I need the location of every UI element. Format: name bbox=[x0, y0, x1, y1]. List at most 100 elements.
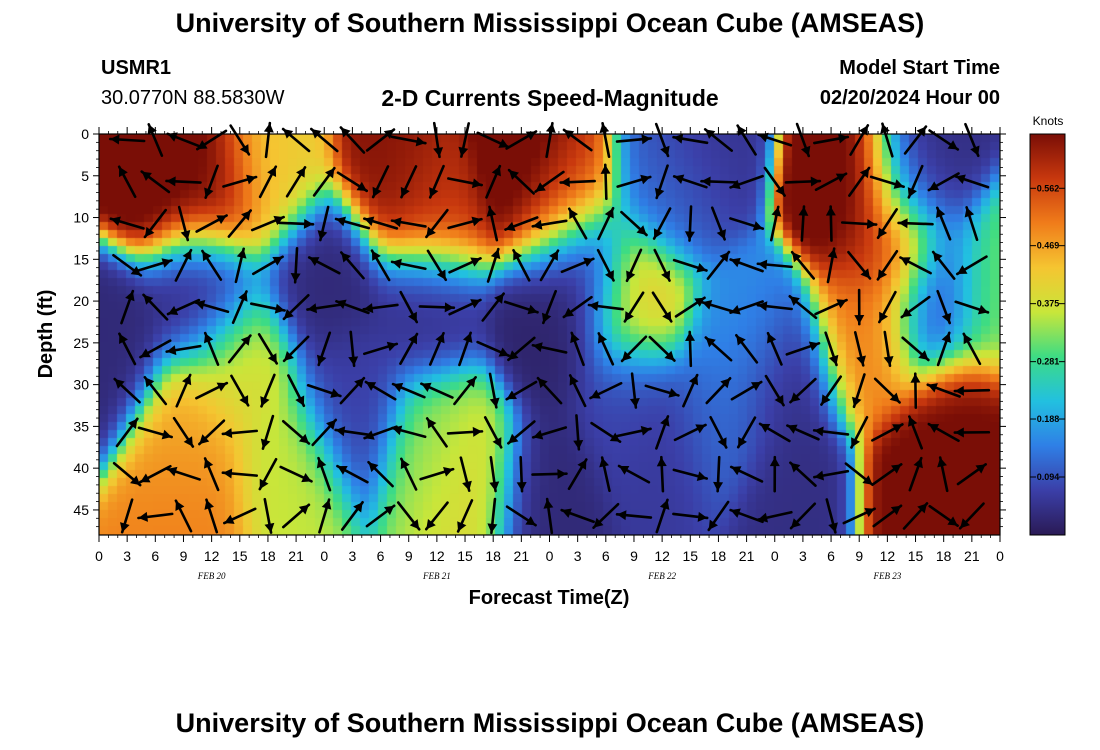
x-tick-label: 0 bbox=[95, 548, 103, 564]
current-arrow bbox=[623, 291, 645, 323]
y-tick-label: 0 bbox=[81, 126, 89, 142]
current-arrow bbox=[339, 251, 365, 280]
current-arrow bbox=[318, 498, 332, 534]
arrow-head bbox=[889, 392, 900, 403]
current-arrow bbox=[840, 219, 878, 230]
current-arrow bbox=[195, 214, 228, 233]
x-tick-label: 12 bbox=[654, 548, 670, 564]
arrow-head bbox=[893, 179, 904, 189]
current-arrow bbox=[907, 164, 924, 199]
arrow-head bbox=[216, 382, 227, 392]
arrow-head bbox=[508, 433, 519, 444]
current-arrow bbox=[143, 375, 168, 406]
current-arrow bbox=[672, 174, 708, 189]
current-arrow bbox=[871, 423, 904, 442]
arrow-head bbox=[110, 216, 121, 227]
arrow-head bbox=[879, 311, 888, 323]
current-arrow bbox=[899, 256, 932, 275]
current-arrow bbox=[115, 417, 139, 448]
x-tick-label: 0 bbox=[546, 548, 554, 564]
arrow-head bbox=[197, 140, 208, 150]
x-tick-label: 18 bbox=[936, 548, 952, 564]
colorbar-tick-label: 0.375 bbox=[1037, 299, 1060, 309]
current-arrow bbox=[453, 376, 477, 406]
current-arrow bbox=[390, 217, 427, 228]
current-arrow bbox=[795, 122, 811, 158]
arrow-head bbox=[609, 432, 621, 442]
arrow-head bbox=[283, 309, 294, 319]
current-arrow bbox=[113, 377, 141, 404]
arrow-head bbox=[766, 333, 777, 344]
arrow-head bbox=[730, 305, 741, 315]
arrow-head bbox=[684, 231, 695, 241]
x-tick-label: 9 bbox=[855, 548, 863, 564]
arrow-head bbox=[426, 519, 436, 530]
current-arrow bbox=[873, 377, 901, 404]
arrow-head bbox=[336, 216, 347, 227]
colorbar bbox=[1029, 133, 1066, 536]
current-arrow bbox=[729, 217, 765, 231]
x-tick-label: 3 bbox=[799, 548, 807, 564]
current-arrow bbox=[789, 461, 817, 487]
current-arrow bbox=[927, 172, 960, 192]
x-tick-label: 0 bbox=[771, 548, 779, 564]
current-arrow bbox=[685, 330, 696, 368]
arrow-head bbox=[790, 392, 801, 403]
arrow-head bbox=[336, 299, 347, 310]
current-arrow bbox=[140, 170, 171, 194]
arrow-head bbox=[941, 332, 952, 343]
arrow-head bbox=[760, 423, 771, 433]
arrow-head bbox=[654, 187, 665, 198]
current-arrow bbox=[652, 207, 672, 240]
current-arrow bbox=[370, 249, 391, 282]
current-arrow bbox=[620, 335, 648, 363]
current-arrow bbox=[425, 208, 449, 239]
current-arrow bbox=[784, 176, 822, 187]
current-arrow bbox=[118, 332, 137, 366]
arrow-head bbox=[330, 388, 341, 398]
current-arrow bbox=[476, 340, 511, 357]
current-arrow bbox=[195, 381, 229, 400]
current-arrow bbox=[334, 216, 371, 230]
arrow-head bbox=[356, 181, 367, 191]
current-arrow bbox=[476, 131, 510, 149]
current-arrow bbox=[367, 460, 394, 488]
current-arrow bbox=[769, 205, 782, 242]
current-arrow bbox=[203, 457, 220, 492]
current-arrow bbox=[756, 510, 793, 523]
current-arrow bbox=[872, 504, 903, 528]
arrow-head bbox=[814, 426, 824, 437]
arrow-head bbox=[774, 394, 784, 406]
arrow-head bbox=[954, 427, 964, 438]
current-arrow bbox=[673, 423, 707, 442]
current-arrow bbox=[849, 124, 870, 156]
arrow-head bbox=[408, 334, 418, 345]
arrow-head bbox=[661, 270, 671, 281]
arrow-head bbox=[224, 514, 235, 524]
current-arrow bbox=[900, 295, 931, 319]
arrow-head bbox=[960, 518, 970, 529]
current-arrow bbox=[854, 288, 865, 326]
current-arrow bbox=[485, 164, 502, 199]
current-arrow bbox=[263, 121, 274, 159]
arrow-head bbox=[750, 382, 762, 391]
arrow-head bbox=[775, 185, 785, 196]
current-arrow bbox=[307, 256, 341, 275]
arrow-head bbox=[859, 167, 870, 179]
x-tick-label: 12 bbox=[880, 548, 896, 564]
current-arrow bbox=[672, 468, 709, 482]
current-arrow bbox=[390, 135, 427, 147]
colorbar-tick-label: 0.562 bbox=[1037, 183, 1060, 193]
arrow-head bbox=[462, 332, 473, 343]
current-arrow bbox=[166, 466, 201, 481]
arrow-head bbox=[913, 458, 923, 469]
y-tick-label: 10 bbox=[73, 210, 89, 226]
current-arrow bbox=[279, 465, 313, 483]
current-arrow bbox=[251, 255, 284, 276]
arrow-head bbox=[730, 179, 741, 190]
current-arrow bbox=[365, 504, 396, 528]
arrow-head bbox=[415, 136, 426, 147]
current-arrow bbox=[488, 372, 500, 409]
current-arrow bbox=[512, 248, 531, 282]
current-arrow bbox=[790, 250, 816, 280]
